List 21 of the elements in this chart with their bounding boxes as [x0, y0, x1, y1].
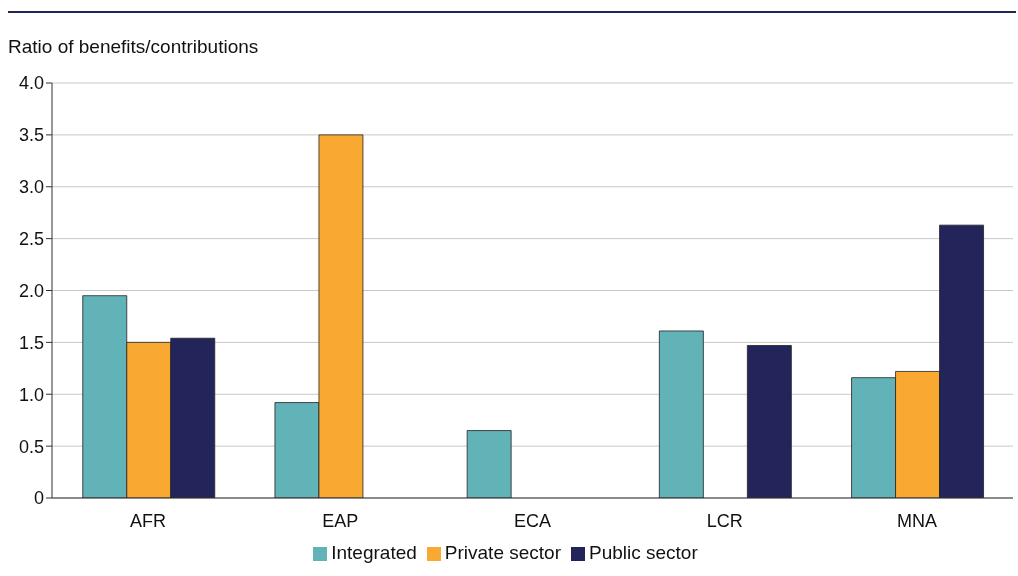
y-tick-label: 1.0 [18, 384, 44, 405]
legend-label: Integrated [331, 542, 417, 563]
x-tick-label: LCR [706, 510, 743, 531]
y-tick-label: 2.5 [18, 229, 44, 250]
y-tick-label: 3.0 [18, 177, 44, 198]
y-tick-label: 2.0 [18, 280, 44, 301]
y-tick-label: 0.5 [18, 436, 44, 457]
x-tick-label: AFR [130, 510, 167, 531]
legend-label: Private sector [444, 542, 561, 563]
y-tick-label: 3.5 [18, 125, 44, 146]
x-tick-label: ECA [513, 510, 552, 531]
y-tick-label: 0 [33, 488, 44, 509]
x-tick-label: MNA [896, 510, 937, 531]
bar [466, 430, 512, 498]
bar [746, 345, 792, 498]
legend-label: Public sector [588, 542, 698, 563]
y-tick-label: 1.5 [18, 332, 44, 353]
y-axis-title: Ratio of benefits/contributions [8, 36, 259, 58]
x-tick-label: EAP [322, 510, 359, 531]
bar [658, 330, 704, 498]
y-tick-label: 4.0 [18, 73, 44, 94]
